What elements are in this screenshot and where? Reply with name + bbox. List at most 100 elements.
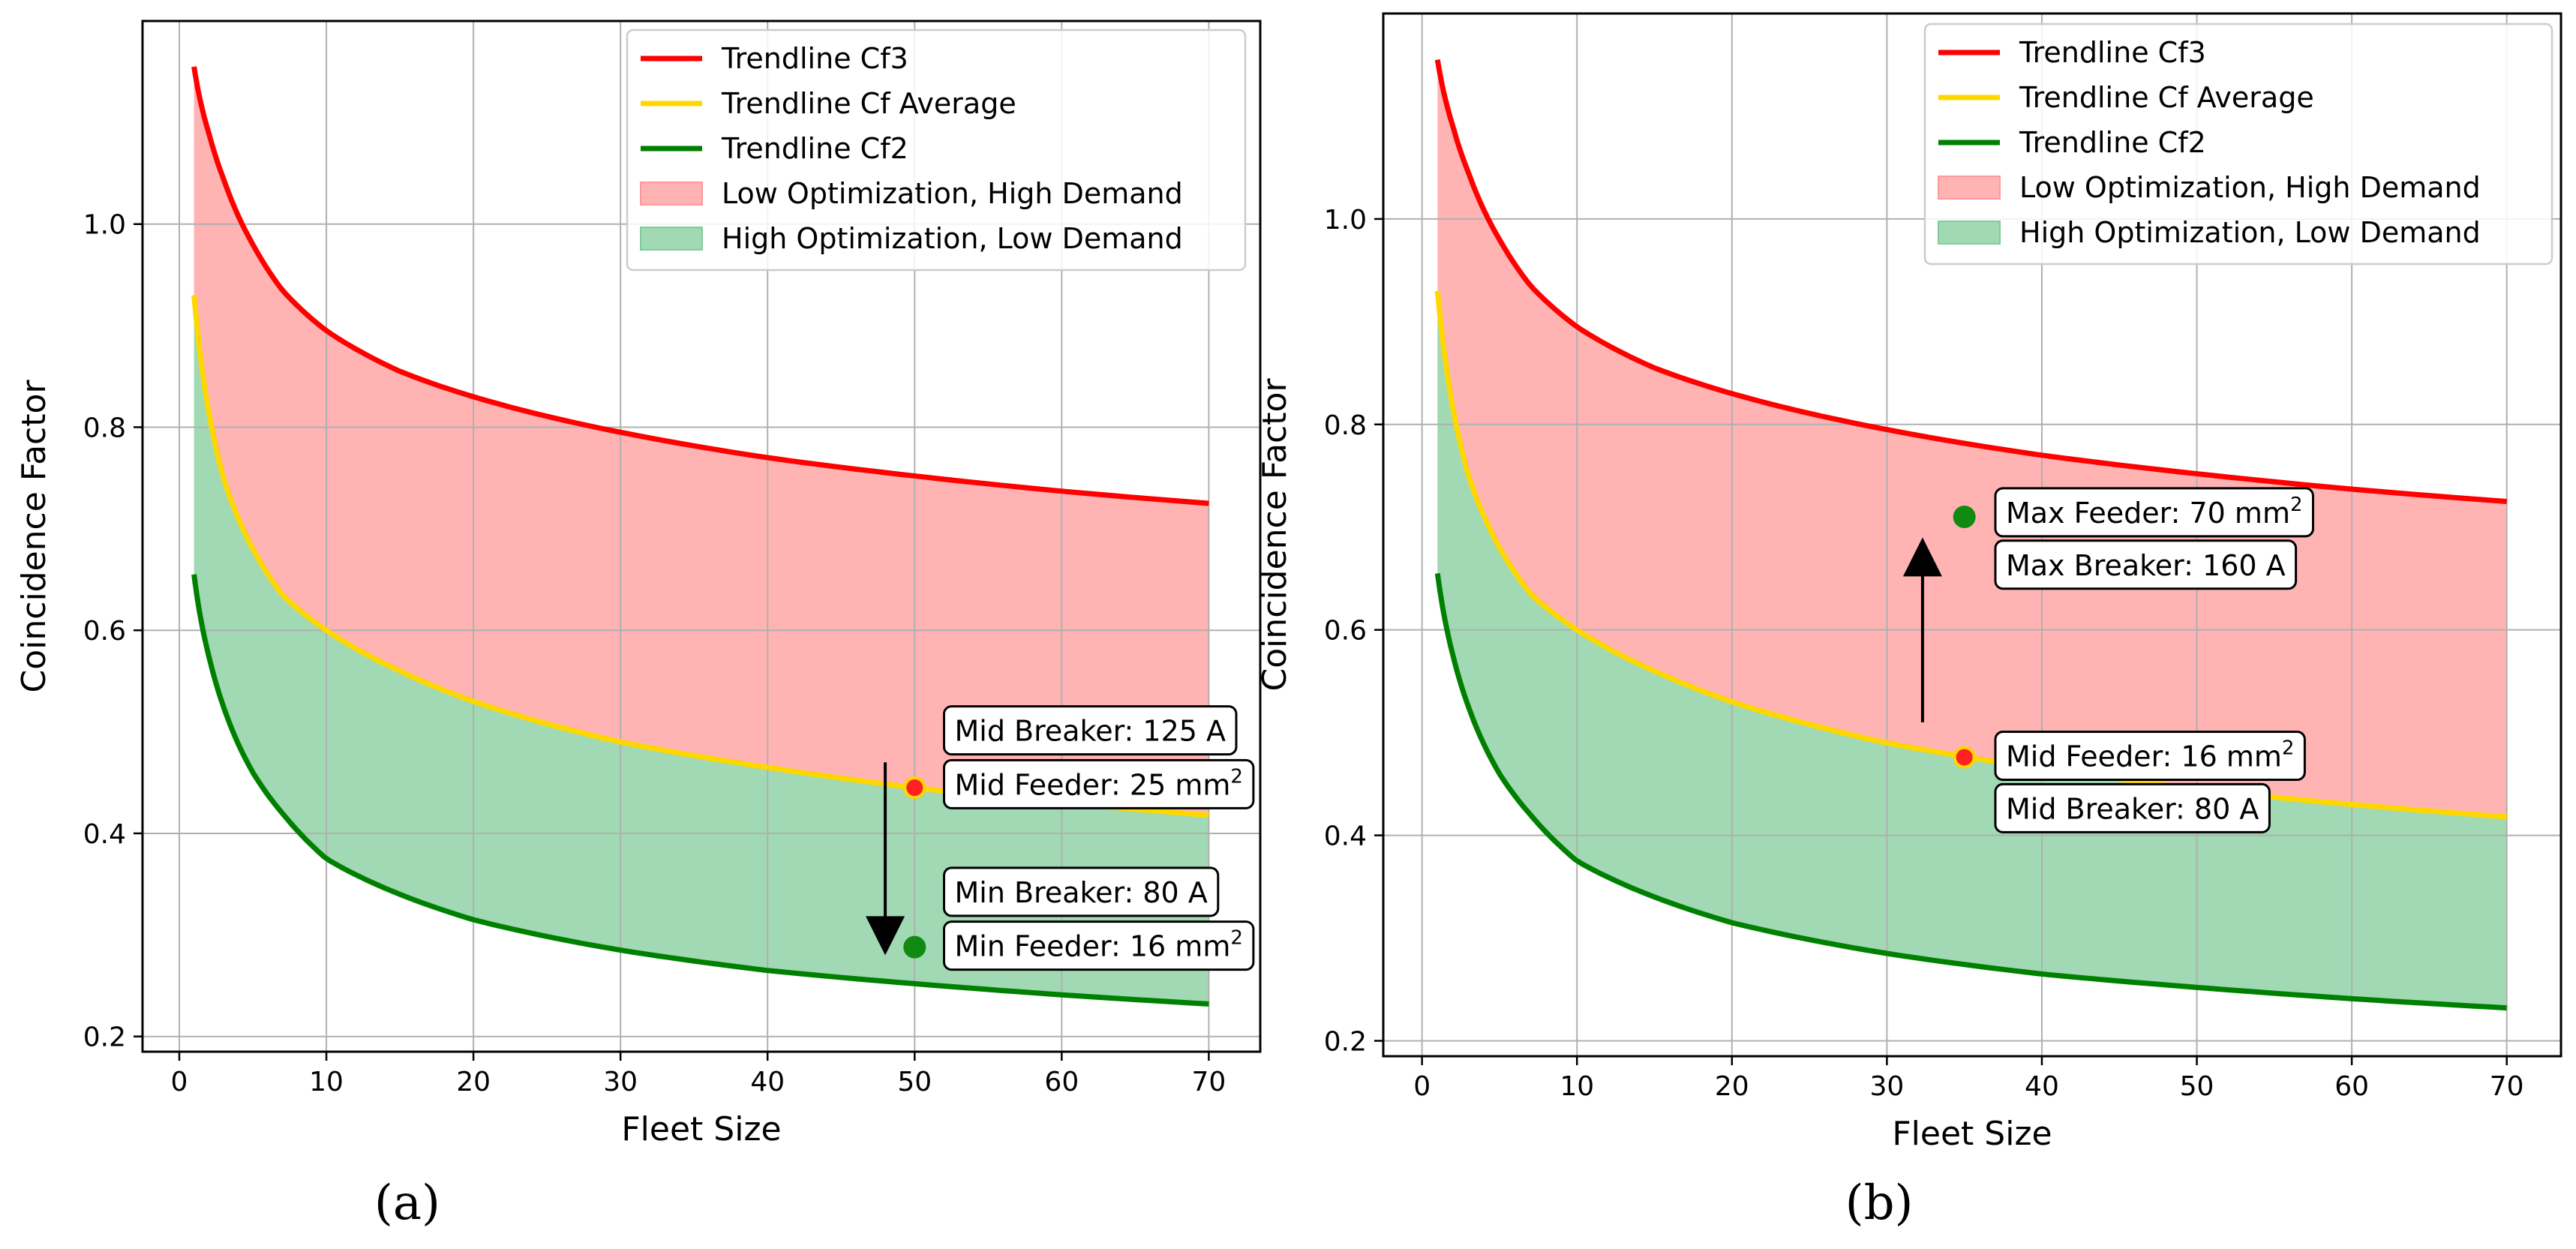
- annotation-main-text: Max Feeder: 70 mm: [2006, 497, 2290, 530]
- annotation-text: Min Feeder: 16 mm2: [954, 927, 1242, 963]
- y-tick-label: 0.8: [83, 413, 126, 443]
- panel-label: (b): [1845, 1175, 1914, 1231]
- x-tick-label: 30: [603, 1067, 638, 1097]
- annotation-main-text: Min Breaker: 80 A: [954, 876, 1207, 909]
- legend-swatch-patch: [640, 227, 703, 251]
- y-tick-label: 0.4: [83, 819, 126, 850]
- legend-swatch-patch: [640, 182, 703, 206]
- x-tick-label: 60: [2334, 1071, 2369, 1102]
- annotation-main-text: Mid Breaker: 125 A: [954, 715, 1226, 748]
- annotation-box: [942, 920, 1255, 971]
- data-point: [1953, 746, 1976, 769]
- band-high-optimization: [194, 295, 1209, 1004]
- y-axis-label: Coincidence Factor: [1256, 378, 1294, 692]
- x-axis-label: Fleet Size: [621, 1110, 781, 1148]
- x-tick-label: 50: [2180, 1071, 2214, 1102]
- annotation-text: Min Breaker: 80 A: [954, 876, 1207, 909]
- legend-box: [626, 29, 1247, 272]
- arrow-head: [866, 916, 905, 956]
- panel-label: (a): [374, 1175, 440, 1231]
- annotation-label: Max Feeder: 70 mm2: [1994, 487, 2314, 538]
- annotation-box: [942, 705, 1238, 756]
- annotation-text: Mid Feeder: 16 mm2: [2006, 737, 2294, 773]
- annotation-main-text: Max Breaker: 160 A: [2006, 549, 2286, 582]
- legend-swatch-patch: [1938, 221, 2001, 245]
- band-low-optimization: [1437, 59, 2507, 817]
- x-tick-label: 40: [2025, 1071, 2059, 1102]
- annotation-box: [1994, 730, 2306, 781]
- x-tick-label: 20: [456, 1067, 491, 1097]
- x-tick-label: 50: [897, 1067, 932, 1097]
- annotation-main-text: Min Feeder: 16 mm: [954, 930, 1230, 963]
- annotation-main-text: Mid Breaker: 80 A: [2006, 792, 2259, 825]
- annotation-box: [1994, 539, 2298, 590]
- band-low-optimization: [194, 66, 1209, 815]
- annotation-label: Mid Breaker: 125 A: [942, 705, 1238, 756]
- annotation-label: Mid Feeder: 16 mm2: [1994, 730, 2306, 781]
- annotation-main-text: Mid Feeder: 16 mm: [2006, 740, 2282, 773]
- legend-label: Trendline Cf Average: [2019, 81, 2314, 114]
- annotation-label: Max Breaker: 160 A: [1994, 539, 2298, 590]
- data-point: [903, 935, 926, 959]
- legend-label: Trendline Cf2: [721, 132, 908, 165]
- annotation-superscript: 2: [1230, 927, 1243, 950]
- annotation-main-text: Mid Feeder: 25 mm: [954, 768, 1230, 801]
- plot-frame: [141, 20, 1262, 1053]
- annotation-superscript: 2: [2282, 737, 2295, 759]
- annotation-box: [1994, 782, 2271, 833]
- legend-label: High Optimization, Low Demand: [722, 222, 1183, 255]
- y-axis-label: Coincidence Factor: [15, 380, 53, 693]
- series-line-cf3: [1434, 57, 2507, 504]
- y-tick-label: 0.6: [1324, 616, 1367, 647]
- legend-label: Low Optimization, High Demand: [2019, 171, 2481, 204]
- annotation-superscript: 2: [1230, 765, 1243, 788]
- annotation-box: [1994, 487, 2314, 538]
- annotation-box: [942, 866, 1220, 917]
- y-tick-label: 1.0: [1324, 205, 1367, 236]
- legend-label: Low Optimization, High Demand: [722, 177, 1183, 210]
- annotation-superscript: 2: [2290, 494, 2303, 516]
- series-line-cf2: [1434, 571, 2507, 1011]
- y-tick-label: 0.2: [83, 1022, 126, 1053]
- x-tick-label: 60: [1044, 1067, 1079, 1097]
- arrow-head: [1902, 537, 1942, 577]
- chart-panel-a: 0 10 20 30 40 50 60 70 0.2 0.4 0.6 0.8 1.0 Fleet Size…: [15, 20, 1262, 1231]
- legend: Trendline Cf3 Trendline Cf Average Trendli…: [626, 29, 1247, 272]
- annotation-text: Max Feeder: 70 mm2: [2006, 494, 2303, 530]
- legend-label: Trendline Cf3: [2019, 36, 2206, 69]
- series-line-cf2: [191, 572, 1209, 1007]
- legend-box: [1923, 23, 2553, 266]
- y-tick-label: 0.4: [1324, 821, 1367, 852]
- legend-swatch-patch: [1938, 176, 2001, 200]
- annotation-text: Mid Breaker: 80 A: [2006, 792, 2259, 825]
- legend-label: High Optimization, Low Demand: [2019, 216, 2481, 249]
- plot-frame: [1382, 12, 2562, 1058]
- annotation-label: Mid Feeder: 25 mm2: [942, 758, 1255, 809]
- series-line-cf-average: [191, 293, 1209, 818]
- data-point: [903, 776, 926, 800]
- x-tick-label: 0: [171, 1067, 188, 1097]
- legend-label: Trendline Cf2: [2019, 126, 2206, 159]
- x-tick-label: 40: [750, 1067, 785, 1097]
- x-tick-label: 10: [309, 1067, 344, 1097]
- y-tick-label: 0.2: [1324, 1026, 1367, 1057]
- x-tick-label: 70: [2490, 1071, 2524, 1102]
- x-tick-label: 70: [1191, 1067, 1226, 1097]
- legend-label: Trendline Cf Average: [721, 87, 1016, 120]
- x-axis-label: Fleet Size: [1892, 1115, 2052, 1153]
- y-tick-label: 0.6: [83, 616, 126, 647]
- x-tick-label: 20: [1715, 1071, 1749, 1102]
- x-tick-label: 10: [1560, 1071, 1594, 1102]
- y-tick-label: 1.0: [83, 210, 126, 241]
- annotation-text: Mid Breaker: 125 A: [954, 715, 1226, 748]
- y-tick-label: 0.8: [1324, 410, 1367, 441]
- annotation-label: Min Breaker: 80 A: [942, 866, 1220, 917]
- chart-panel-b: 0 10 20 30 40 50 60 70 0.2 0.4 0.6 0.8 1.0 Fleet Size…: [1256, 12, 2562, 1231]
- annotation-text: Mid Feeder: 25 mm2: [954, 765, 1242, 801]
- x-tick-label: 30: [1869, 1071, 1904, 1102]
- series-line-cf3: [191, 65, 1209, 506]
- annotation-text: Max Breaker: 160 A: [2006, 549, 2286, 582]
- annotation-box: [942, 758, 1255, 809]
- annotation-label: Mid Breaker: 80 A: [1994, 782, 2271, 833]
